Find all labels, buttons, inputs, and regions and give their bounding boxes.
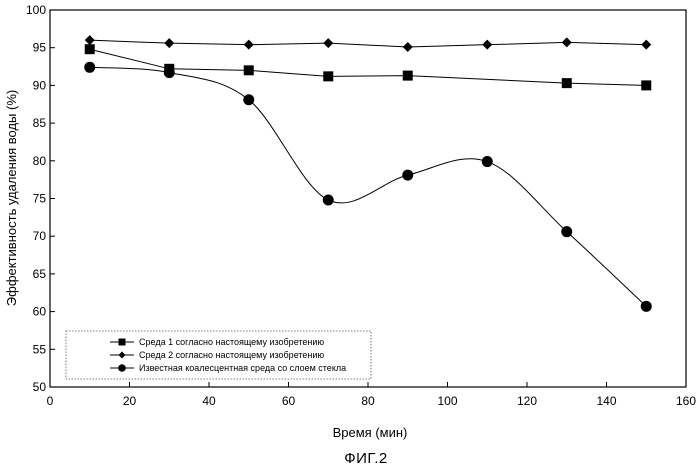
legend-label: Среда 1 согласно настоящему изобретению: [139, 337, 324, 347]
y-tick-label: 100: [26, 3, 46, 17]
x-tick-label: 20: [123, 394, 137, 408]
legend-marker: [119, 339, 126, 346]
y-tick-label: 70: [33, 229, 47, 243]
x-axis-title: Время (мин): [333, 425, 408, 440]
y-tick-label: 60: [33, 305, 47, 319]
series-3-point: [164, 67, 175, 78]
series-3-point: [641, 301, 652, 312]
legend-label: Известная коалесцентная среда со слоем с…: [139, 363, 346, 373]
x-tick-label: 120: [517, 394, 537, 408]
series-1-point: [562, 78, 572, 88]
series-3-point: [402, 170, 413, 181]
series-3-point: [482, 156, 493, 167]
x-tick-label: 100: [437, 394, 457, 408]
legend-label: Среда 2 согласно настоящему изобретению: [139, 350, 324, 360]
y-tick-label: 50: [33, 380, 47, 394]
y-tick-label: 75: [33, 192, 47, 206]
series-1-point: [323, 71, 333, 81]
x-tick-label: 40: [202, 394, 216, 408]
series-1-point: [641, 80, 651, 90]
x-tick-label: 140: [596, 394, 616, 408]
x-tick-label: 0: [47, 394, 54, 408]
series-1-point: [85, 44, 95, 54]
x-tick-label: 80: [361, 394, 375, 408]
y-axis-title: Эффективность удаления воды (%): [4, 90, 19, 306]
series-3-point: [84, 62, 95, 73]
legend: Среда 1 согласно настоящему изобретению С…: [66, 331, 371, 379]
plot-area: [50, 10, 686, 387]
x-tick-label: 160: [676, 394, 696, 408]
x-tick-label: 60: [282, 394, 296, 408]
series-3-point: [561, 226, 572, 237]
y-tick-label: 65: [33, 267, 47, 281]
series-3-point: [323, 195, 334, 206]
figure-caption: ФИГ.2: [344, 450, 388, 467]
legend-marker: [118, 364, 126, 372]
y-tick-label: 80: [33, 154, 47, 168]
y-tick-label: 95: [33, 41, 47, 55]
series-1-point: [244, 65, 254, 75]
series-3-point: [243, 94, 254, 105]
y-tick-label: 55: [33, 342, 47, 356]
y-tick-label: 90: [33, 78, 47, 92]
y-tick-label: 85: [33, 116, 47, 130]
series-1-point: [403, 71, 413, 81]
